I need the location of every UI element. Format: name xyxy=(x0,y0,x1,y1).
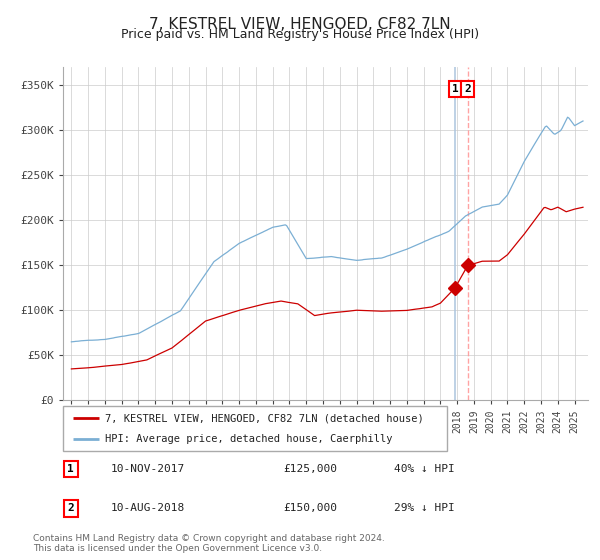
Text: 29% ↓ HPI: 29% ↓ HPI xyxy=(394,503,455,513)
Text: 10-NOV-2017: 10-NOV-2017 xyxy=(110,464,185,474)
Text: Price paid vs. HM Land Registry's House Price Index (HPI): Price paid vs. HM Land Registry's House … xyxy=(121,28,479,41)
Text: 7, KESTREL VIEW, HENGOED, CF82 7LN: 7, KESTREL VIEW, HENGOED, CF82 7LN xyxy=(149,17,451,32)
Text: 7, KESTREL VIEW, HENGOED, CF82 7LN (detached house): 7, KESTREL VIEW, HENGOED, CF82 7LN (deta… xyxy=(105,413,424,423)
Text: £125,000: £125,000 xyxy=(284,464,337,474)
Text: 1: 1 xyxy=(67,464,74,474)
Text: HPI: Average price, detached house, Caerphilly: HPI: Average price, detached house, Caer… xyxy=(105,433,393,444)
Text: 2: 2 xyxy=(67,503,74,513)
Text: £150,000: £150,000 xyxy=(284,503,337,513)
Text: 10-AUG-2018: 10-AUG-2018 xyxy=(110,503,185,513)
FancyBboxPatch shape xyxy=(63,406,447,451)
Text: 2: 2 xyxy=(464,84,471,94)
Text: 40% ↓ HPI: 40% ↓ HPI xyxy=(394,464,455,474)
Text: Contains HM Land Registry data © Crown copyright and database right 2024.
This d: Contains HM Land Registry data © Crown c… xyxy=(33,534,385,553)
Text: 1: 1 xyxy=(452,84,458,94)
